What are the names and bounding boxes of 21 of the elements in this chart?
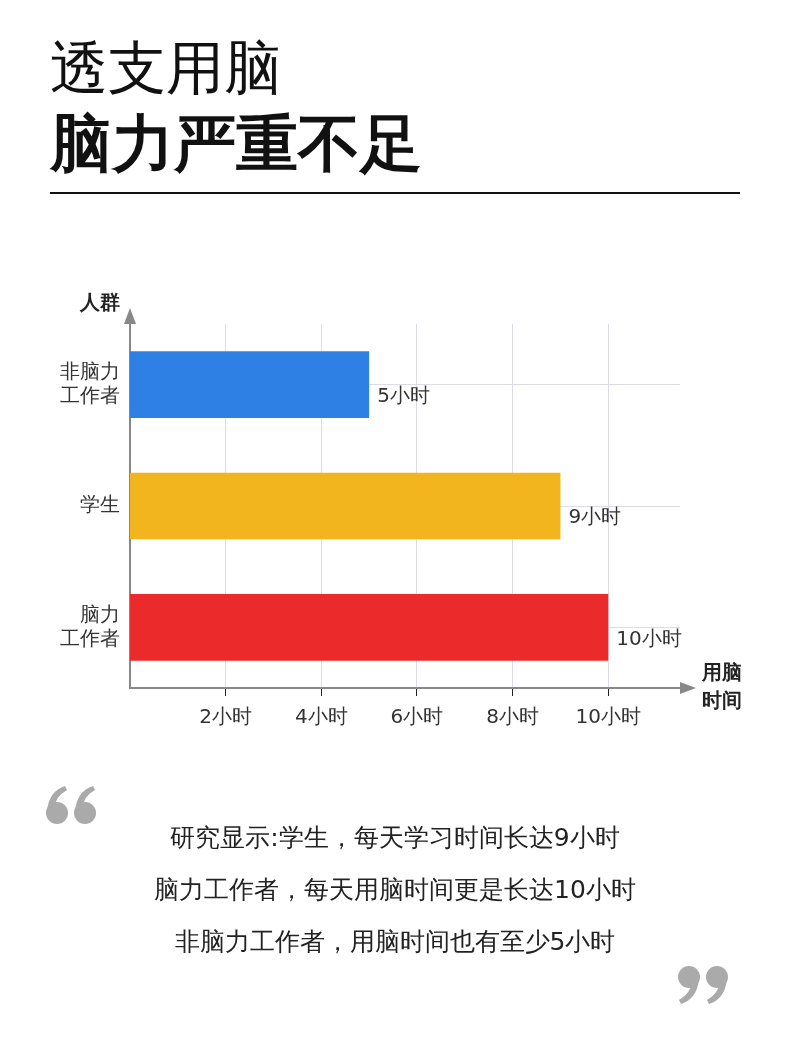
- bar: [130, 351, 370, 419]
- chart-title: 透支用脑: [50, 33, 282, 104]
- data-label: 10小时: [616, 625, 682, 650]
- x-tick-label: 10小时: [575, 704, 641, 729]
- y-tick-label: 脑力工作者: [60, 601, 120, 650]
- x-axis-title: 用脑时间: [701, 660, 742, 713]
- y-tick-label: 非脑力工作者: [60, 358, 120, 407]
- data-label: 5小时: [377, 382, 430, 407]
- x-tick-label: 6小时: [390, 704, 444, 729]
- chart-subtitle: 脑力严重不足: [50, 106, 422, 182]
- y-axis-title: 人群: [79, 290, 120, 315]
- y-tick-label: 学生: [80, 492, 120, 517]
- bar: [130, 593, 609, 661]
- x-tick-label: 8小时: [486, 704, 539, 729]
- data-label: 9小时: [568, 504, 622, 529]
- x-tick-label: 2小时: [199, 704, 253, 729]
- text: 脑力工作者，每天用脑时间更是长达10小时: [153, 874, 637, 906]
- x-tick-label: 4小时: [294, 704, 348, 729]
- text: 研究显示:学生，每天学习时间长达9小时: [169, 822, 621, 854]
- bar: [130, 472, 561, 540]
- text: 非脑力工作者，用脑时间也有至少5小时: [173, 926, 617, 958]
